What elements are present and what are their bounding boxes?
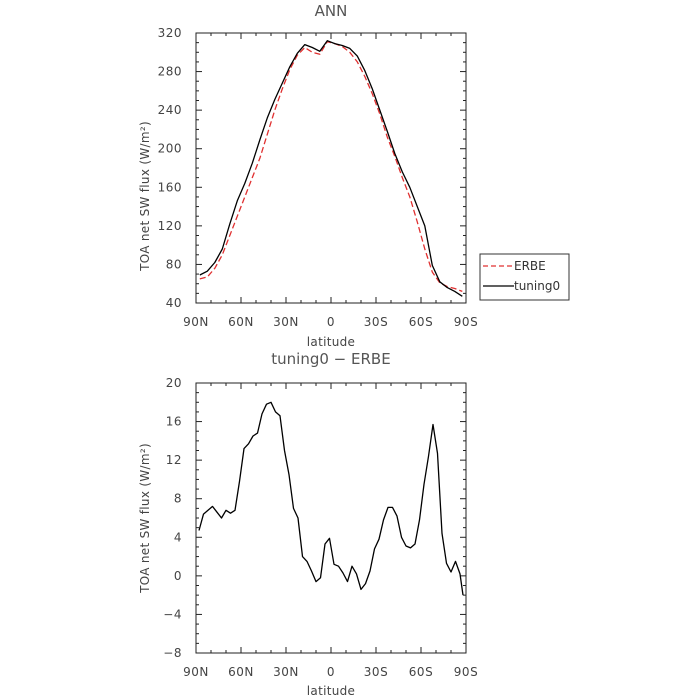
top-ytick-label: 240	[158, 103, 182, 117]
top-xtick-label: 30N	[273, 315, 299, 329]
top-ytick-label: 40	[166, 296, 182, 310]
top-xtick-label: 60N	[228, 315, 254, 329]
top-ytick-label: 80	[166, 257, 182, 271]
top-panel: ANN 90N 60N 30N 0 30S 60S 90S 40 80 120 160 200 240 2…	[138, 2, 478, 349]
top-xtick-label: 0	[327, 315, 335, 329]
top-series-line-tuning0	[199, 40, 463, 297]
bottom-ytick-label: 20	[166, 376, 182, 390]
top-panel-xlabel: latitude	[307, 335, 355, 349]
legend-label-tuning0: tuning0	[514, 279, 560, 293]
bottom-panel-tick-labels: 90N 60N 30N 0 30S 60S 90S −8 −4 0 4 8 12 16 20	[163, 376, 478, 679]
top-ytick-label: 120	[158, 219, 182, 233]
top-panel-ylabel: TOA net SW flux (W/m²)	[138, 121, 152, 272]
bottom-ytick-label: 0	[174, 569, 182, 583]
bottom-ytick-label: 8	[174, 492, 182, 506]
bottom-xtick-label: 0	[327, 665, 335, 679]
top-panel-ticks	[195, 32, 467, 304]
bottom-panel-ylabel: TOA net SW flux (W/m²)	[138, 443, 152, 594]
top-xtick-label: 60S	[409, 315, 433, 329]
bottom-panel-xlabel: latitude	[307, 684, 355, 698]
bottom-ytick-label: 16	[166, 415, 182, 429]
bottom-xtick-label: 30S	[364, 665, 388, 679]
bottom-ytick-label: 4	[174, 530, 182, 544]
legend-label-erbe: ERBE	[514, 259, 546, 273]
bottom-xtick-label: 90N	[183, 665, 209, 679]
bottom-series-line-difference	[198, 401, 464, 596]
bottom-ytick-label: −8	[163, 646, 182, 660]
bottom-xtick-label: 90S	[454, 665, 478, 679]
top-ytick-label: 200	[158, 142, 182, 156]
bottom-xtick-label: 30N	[273, 665, 299, 679]
top-ytick-label: 160	[158, 180, 182, 194]
bottom-panel-title: tuning0 − ERBE	[271, 350, 390, 368]
top-ytick-label: 280	[158, 65, 182, 79]
top-xtick-label: 90N	[183, 315, 209, 329]
bottom-panel-frame	[195, 382, 467, 654]
bottom-xtick-label: 60N	[228, 665, 254, 679]
bottom-ytick-label: 12	[166, 453, 182, 467]
bottom-xtick-label: 60S	[409, 665, 433, 679]
top-panel-title: ANN	[315, 2, 348, 20]
top-xtick-label: 90S	[454, 315, 478, 329]
top-panel-tick-labels: 90N 60N 30N 0 30S 60S 90S 40 80 120 160 200 240 280 32…	[158, 26, 478, 329]
top-panel-series	[199, 40, 463, 297]
bottom-panel: tuning0 − ERBE 90N 60N 30N 0 30S 60S 90S −8 −4 0 4…	[138, 350, 478, 698]
bottom-ytick-label: −4	[163, 607, 182, 621]
bottom-panel-series	[198, 401, 464, 596]
legend: ERBE tuning0	[479, 253, 570, 301]
bottom-panel-ticks	[195, 382, 467, 654]
top-xtick-label: 30S	[364, 315, 388, 329]
top-ytick-label: 320	[158, 26, 182, 40]
top-series-line-erbe	[199, 41, 463, 293]
legend-box	[479, 253, 570, 301]
top-panel-frame	[195, 32, 467, 304]
